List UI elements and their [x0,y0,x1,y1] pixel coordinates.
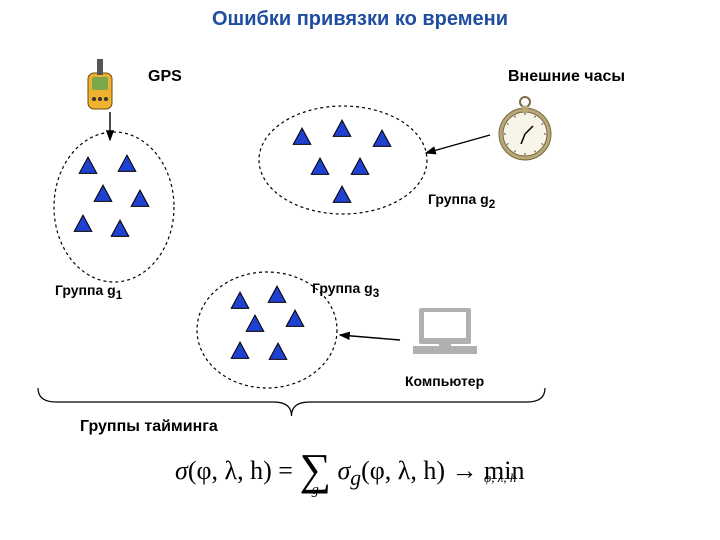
group-g3-label-sub: 3 [373,287,379,300]
group-g2-label-text: Группа g [428,191,489,207]
group-g2-node-0 [293,128,311,144]
group-g3-node-0 [231,292,249,308]
formula-sigma1: σ [175,456,188,485]
formula-args1: (φ, λ, h) [188,456,272,485]
timing-groups-label: Группы тайминга [80,418,218,436]
diagram-title: Ошибки привязки ко времени [0,8,720,31]
group-g2-node-4 [351,158,369,174]
formula-arrow: → [445,456,484,485]
group-g2-label: Группа g2 [428,191,495,211]
group-g1-node-5 [111,220,129,236]
group-g1-ellipse [54,132,174,282]
group-g3-label-text: Группа g [312,280,373,296]
group-g2-node-2 [373,130,391,146]
formula: σ(φ, λ, h) = ∑ g σg(φ, λ, h) → min φ, λ,… [175,455,525,491]
group-g1-node-2 [94,185,112,201]
formula-eq: = [272,456,300,485]
formula-sigma2-sub: g [350,466,361,490]
group-g2-label-sub: 2 [489,198,495,211]
group-g3-node-2 [246,315,264,331]
group-g2-node-5 [333,186,351,202]
group-g1-node-4 [74,215,92,231]
group-g1-node-1 [118,155,136,171]
computer-icon [413,308,477,354]
group-g3-node-4 [231,342,249,358]
external-clock-label: Внешние часы [508,68,625,86]
formula-sum-sub: g [312,482,319,499]
group-g2-ellipse [259,106,427,214]
timing-groups-brace [38,388,545,416]
group-g2-node-1 [333,120,351,136]
group-g1-label: Группа g1 [55,282,122,302]
gps-icon [88,59,112,109]
group-g3-node-5 [269,343,287,359]
group-g1-label-text: Группа g [55,282,116,298]
group-g1-node-3 [131,190,149,206]
group-g1-node-0 [79,157,97,173]
formula-min-sub: φ, λ, h [484,470,516,486]
computer-label: Компьютер [405,373,484,389]
clock-icon [499,97,551,160]
group-g1-label-sub: 1 [116,289,122,302]
formula-sigma2: σ [337,456,350,485]
formula-args2: (φ, λ, h) [361,456,445,485]
group-g3-node-1 [268,286,286,302]
group-g2-node-3 [311,158,329,174]
arrow-clock-to-g2 [426,135,490,153]
gps-label: GPS [148,68,182,86]
group-g3-node-3 [286,310,304,326]
arrow-computer-to-g3 [340,335,400,340]
group-g3-label: Группа g3 [312,280,379,300]
